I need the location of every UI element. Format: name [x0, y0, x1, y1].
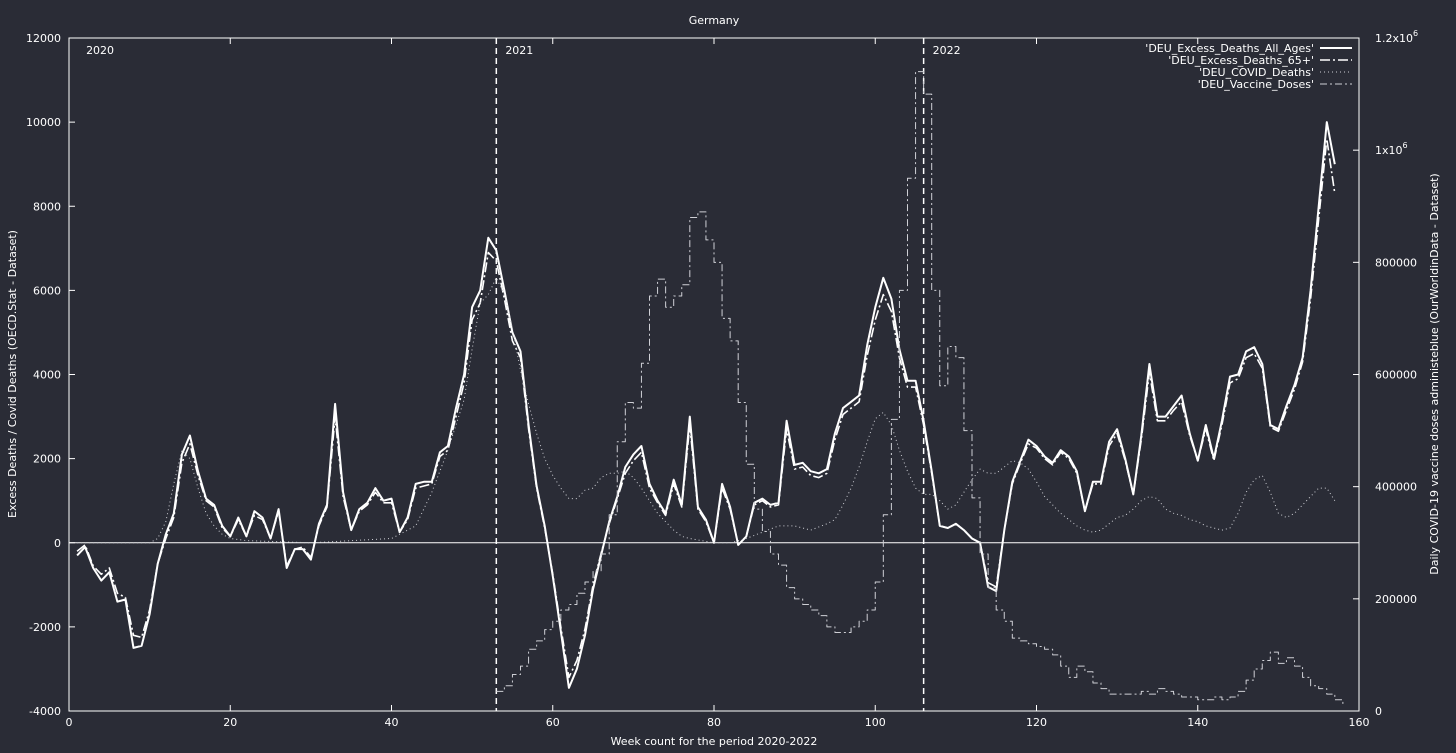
x-tick-label: 80 [707, 716, 721, 729]
y2-tick-label: 400000 [1375, 481, 1417, 494]
legend-label-1: 'DEU_Excess_Deaths_65+' [1168, 54, 1314, 67]
y-tick-label: 8000 [33, 200, 61, 213]
chart-title: Germany [689, 14, 740, 27]
y-tick-label: 0 [54, 537, 61, 550]
y2-tick-label: 800000 [1375, 256, 1417, 269]
y2-tick-label: 1x106 [1375, 141, 1408, 157]
legend-label-3: 'DEU_Vaccine_Doses' [1198, 78, 1314, 91]
y2-tick-label: 0 [1375, 705, 1382, 718]
y-tick-label: -2000 [29, 621, 61, 634]
y-tick-label: 2000 [33, 453, 61, 466]
x-tick-label: 100 [865, 716, 886, 729]
y-tick-label: 6000 [33, 284, 61, 297]
x-tick-label: 40 [385, 716, 399, 729]
year-label-2020: 2020 [86, 44, 114, 57]
y-tick-label: 4000 [33, 369, 61, 382]
x-tick-label: 60 [546, 716, 560, 729]
tick-layer: 2020 2021 2022 0 20 40 60 80 100 120 140 160 -4000 -2… [26, 29, 1418, 729]
y-tick-label: 12000 [26, 32, 61, 45]
x-tick-label: 140 [1187, 716, 1208, 729]
year-label-2021: 2021 [505, 44, 533, 57]
x-axis-label: Week count for the period 2020-2022 [611, 735, 818, 748]
y2-axis-label: Daily COVID-19 vaccine doses administebl… [1428, 173, 1441, 574]
y-tick-label: 10000 [26, 116, 61, 129]
x-tick-label: 120 [1026, 716, 1047, 729]
year-label-2022: 2022 [933, 44, 961, 57]
y2-tick-label: 600000 [1375, 369, 1417, 382]
y2-tick-label: 1.2x106 [1375, 29, 1418, 45]
legend-label-2: 'DEU_COVID_Deaths' [1199, 66, 1314, 79]
series-line-3 [496, 71, 1344, 706]
x-tick-label: 0 [66, 716, 73, 729]
series-line-1 [76, 138, 1336, 679]
x-tick-label: 20 [223, 716, 237, 729]
x-tick-label: 160 [1349, 716, 1370, 729]
y-tick-label: -4000 [29, 705, 61, 718]
y2-tick-label: 200000 [1375, 593, 1417, 606]
legend: 'DEU_Excess_Deaths_All_Ages''DEU_Excess_… [1145, 42, 1352, 91]
y-axis-label: Excess Deaths / Covid Deaths (OECD.Stat … [6, 230, 19, 518]
series-layer [76, 71, 1344, 706]
legend-label-0: 'DEU_Excess_Deaths_All_Ages' [1145, 42, 1314, 55]
series-line-2 [77, 277, 1336, 544]
